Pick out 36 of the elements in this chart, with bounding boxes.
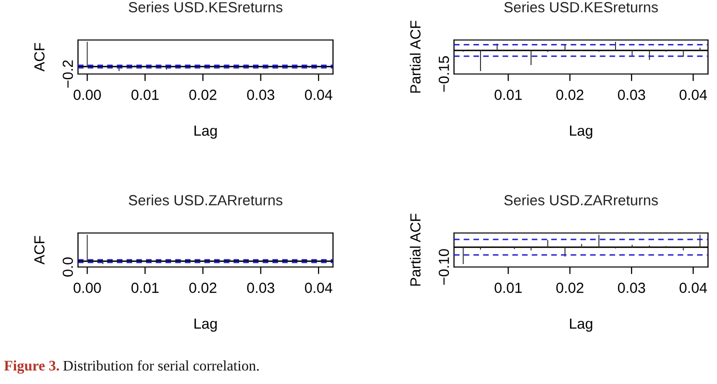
x-tick-label: 0.02 [556, 90, 584, 100]
y-axis-title: Partial ACF [410, 20, 421, 93]
x-tick-label: 0.03 [247, 282, 274, 293]
y-axis-title: Partial ACF [410, 214, 421, 286]
x-tick-label: 0.02 [189, 282, 216, 293]
x-tick-label: 0.01 [131, 282, 159, 293]
x-axis-title: Lag [570, 318, 592, 332]
x-tick-label: 0.01 [494, 282, 522, 293]
x-tick-label: 0.03 [618, 282, 646, 293]
chart-title: Series USD.ZARreturns [504, 194, 658, 206]
x-axis-title: Lag [194, 318, 217, 332]
x-axis-title: Lag [194, 126, 217, 139]
x-tick-label: 0.04 [304, 282, 332, 293]
x-tick-label: 0.01 [494, 90, 522, 100]
chart-title: Series USD.KESreturns [128, 2, 282, 12]
caption: Figure 3. [4, 360, 59, 374]
text: 0.0 [62, 257, 73, 277]
x-tick-label: 0.02 [189, 90, 216, 100]
chart-title: Series USD.ZARreturns [128, 194, 282, 206]
text: Distribution for serial correlation. [63, 360, 259, 371]
text: −0.2 [62, 60, 73, 88]
y-axis-title: ACF [34, 236, 45, 265]
x-tick-label: 0.00 [74, 90, 101, 100]
x-tick-label: 0.04 [304, 90, 332, 100]
x-tick-label: 0.03 [247, 90, 274, 100]
text: −0.10 [438, 249, 450, 285]
x-tick-label: 0.02 [556, 282, 584, 293]
x-tick-label: 0.03 [618, 90, 646, 100]
y-axis-title: ACF [34, 43, 45, 72]
x-tick-label: 0.04 [680, 282, 707, 293]
text: −0.15 [438, 56, 450, 92]
x-tick-label: 0.01 [131, 90, 159, 100]
x-tick-label: 0.04 [680, 90, 707, 100]
x-tick-label: 0.00 [74, 282, 101, 293]
x-axis-title: Lag [570, 126, 592, 139]
chart-title: Series USD.KESreturns [504, 2, 658, 12]
